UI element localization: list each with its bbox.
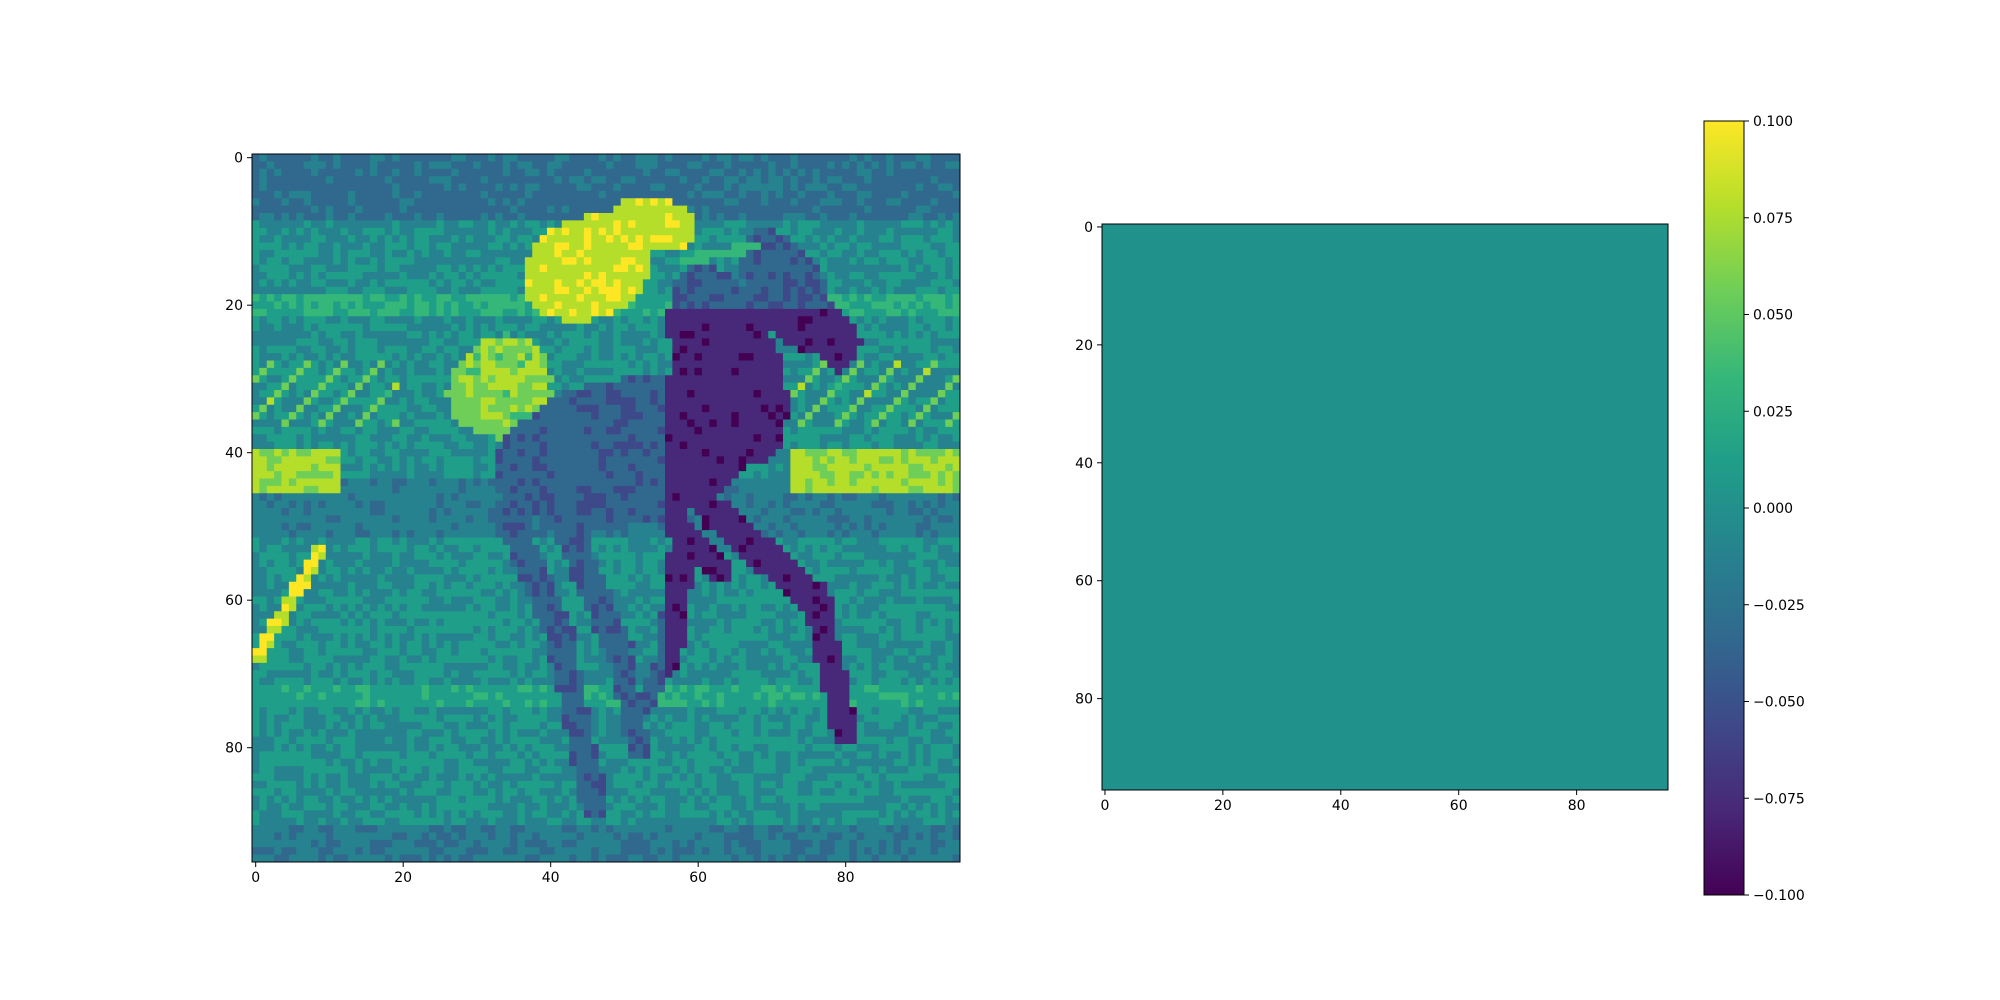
left-y-tick-label: 0 bbox=[234, 151, 243, 167]
right-x-tick-label: 0 bbox=[1100, 798, 1109, 814]
left-x-tick-label: 40 bbox=[542, 870, 560, 886]
left-x-tick-label: 80 bbox=[837, 870, 855, 886]
colorbar-tick-label: −0.100 bbox=[1753, 888, 1805, 904]
right-y-ticks: 0 20 40 60 80 bbox=[1075, 220, 1102, 708]
right-x-tick-label: 40 bbox=[1332, 798, 1350, 814]
left-x-tick-label: 60 bbox=[689, 870, 707, 886]
colorbar-tick-label: −0.025 bbox=[1753, 598, 1805, 614]
colorbar: 0.100 0.075 0.050 0.025 0.000 −0.025 −0.050 −0.… bbox=[1703, 114, 1805, 904]
left-image-panel: 0 20 40 60 80 0 20 40 60 80 bbox=[225, 151, 961, 886]
colorbar-tick-label: −0.075 bbox=[1753, 791, 1805, 807]
left-y-tick-label: 20 bbox=[225, 298, 243, 314]
right-axes-frame bbox=[1101, 223, 1669, 791]
left-y-tick-label: 60 bbox=[225, 593, 243, 609]
left-x-tick-label: 20 bbox=[394, 870, 412, 886]
colorbar-tick-label: 0.100 bbox=[1753, 114, 1793, 130]
right-y-tick-label: 60 bbox=[1075, 574, 1093, 590]
right-x-ticks: 0 20 40 60 80 bbox=[1100, 790, 1586, 814]
colorbar-tick-label: 0.025 bbox=[1753, 404, 1793, 420]
right-image-panel: 0 20 40 60 80 0 20 40 60 80 bbox=[1075, 220, 1669, 814]
right-y-tick-label: 0 bbox=[1084, 220, 1093, 236]
left-axes-frame bbox=[251, 153, 961, 863]
left-y-ticks: 0 20 40 60 80 bbox=[225, 151, 252, 757]
right-y-tick-label: 80 bbox=[1075, 692, 1093, 708]
uniform-image bbox=[1102, 224, 1668, 790]
jockey-horse-image bbox=[252, 154, 960, 862]
left-x-tick-label: 0 bbox=[251, 870, 260, 886]
left-x-ticks: 0 20 40 60 80 bbox=[251, 862, 855, 886]
colorbar-tick-label: −0.050 bbox=[1753, 695, 1805, 711]
right-x-tick-label: 20 bbox=[1214, 798, 1232, 814]
right-x-tick-label: 80 bbox=[1568, 798, 1586, 814]
left-y-tick-label: 40 bbox=[225, 446, 243, 462]
colorbar-ticks: 0.100 0.075 0.050 0.025 0.000 −0.025 −0.050 −0.… bbox=[1744, 114, 1805, 904]
right-y-tick-label: 40 bbox=[1075, 456, 1093, 472]
left-y-tick-label: 80 bbox=[225, 741, 243, 757]
right-x-tick-label: 60 bbox=[1450, 798, 1468, 814]
colorbar-tick-label: 0.050 bbox=[1753, 308, 1793, 324]
colorbar-tick-label: 0.000 bbox=[1753, 501, 1793, 517]
colorbar-gradient bbox=[1703, 120, 1745, 896]
right-y-tick-label: 20 bbox=[1075, 338, 1093, 354]
colorbar-tick-label: 0.075 bbox=[1753, 211, 1793, 227]
